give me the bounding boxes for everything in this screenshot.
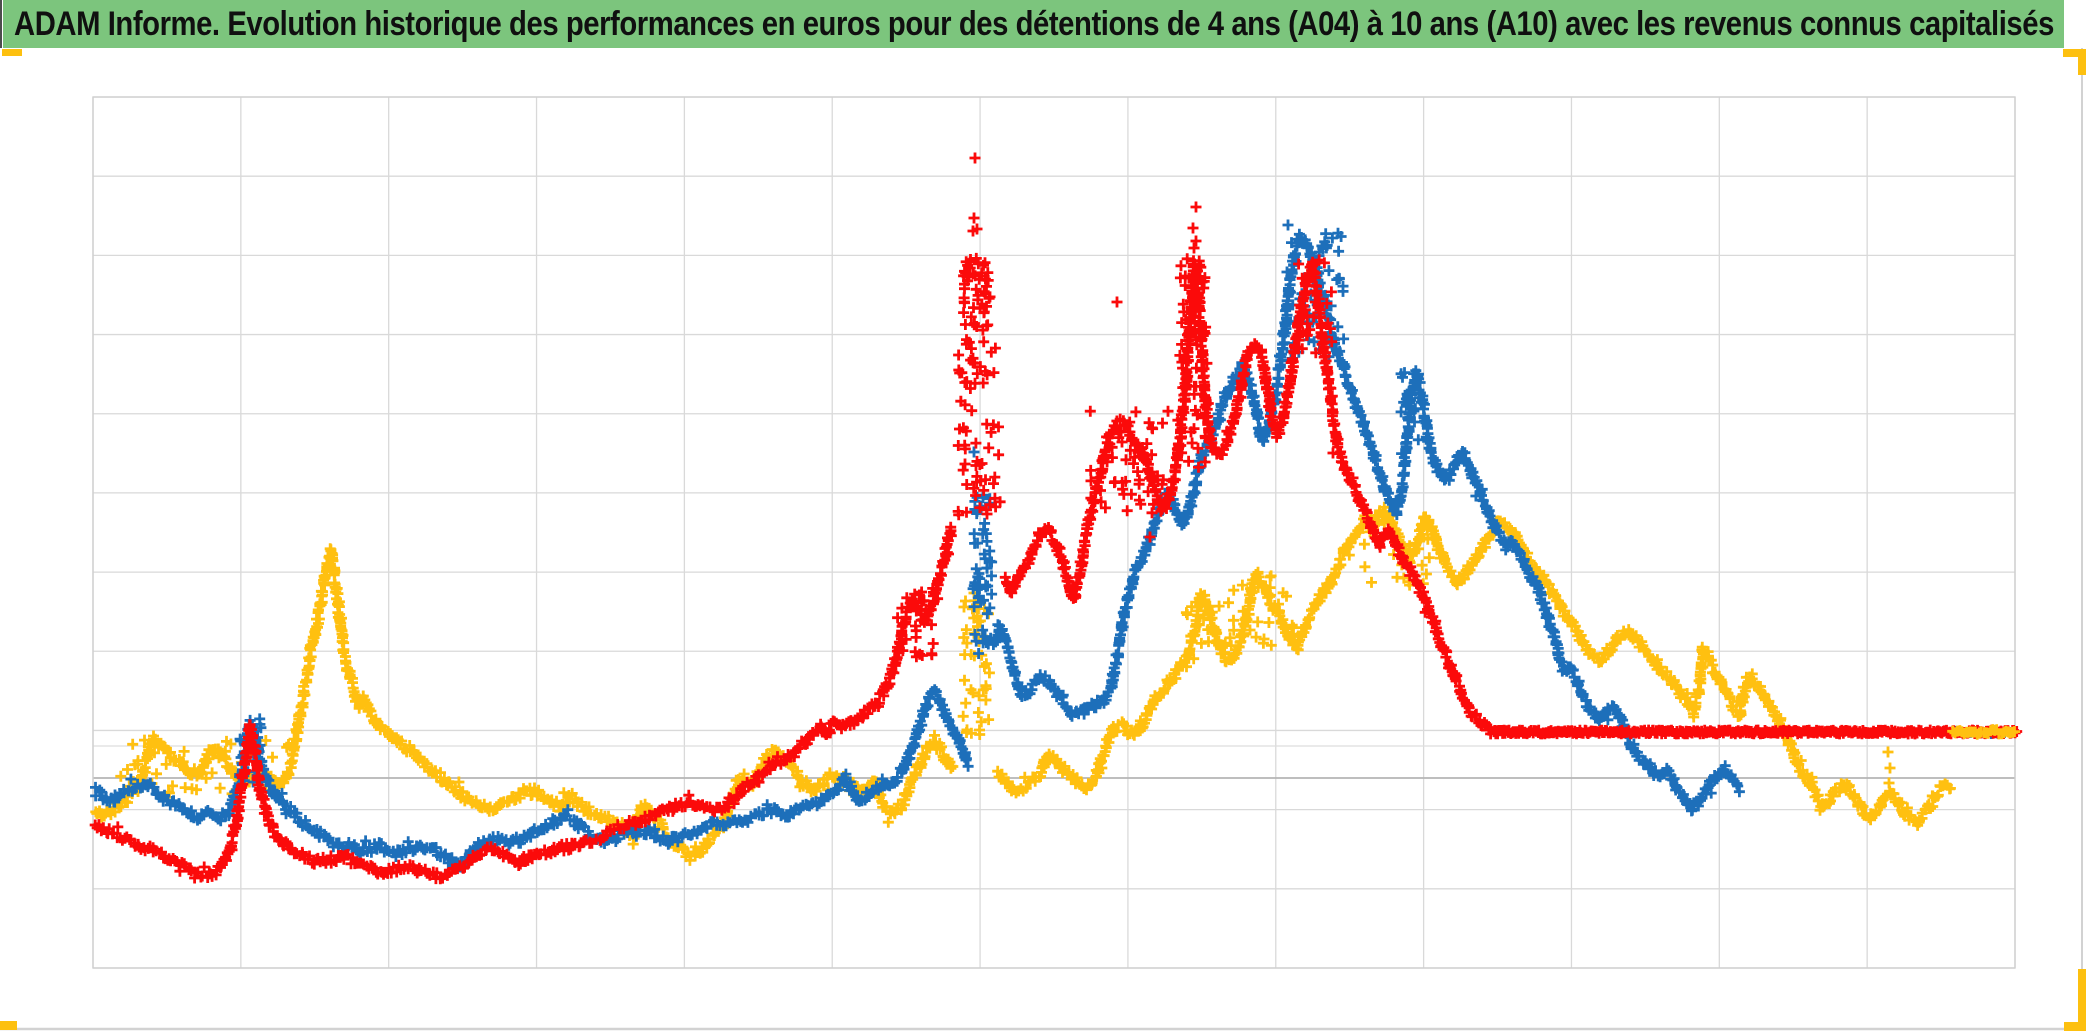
title-bar: ADAM Informe. Evolution historique des p…: [3, 0, 2064, 48]
blue-plus-series-markers: [90, 219, 2018, 873]
corner-accent-bottom-left: [0, 1021, 17, 1030]
yellow-plus-series-markers: [90, 501, 1956, 866]
corner-accent-top-right-h: [2063, 49, 2086, 57]
corner-accent-bottom-right-v: [2078, 969, 2086, 1031]
chart-frame: [0, 48, 2086, 1031]
plot-area-border: [92, 96, 2016, 969]
blue-plus-series: [90, 219, 2018, 873]
corner-accent-bottom-right-h: [2064, 1022, 2086, 1031]
red-plus-series-markers: [89, 152, 2023, 885]
title-left-edge: [0, 0, 2, 48]
corner-accent-top-right-v: [2078, 49, 2086, 75]
yellow-plus-series: [90, 501, 1956, 866]
yellow-plus-series-overlay-markers: [1882, 724, 2020, 789]
yellow-plus-series-overlay: [1882, 724, 2020, 789]
red-plus-series: [89, 152, 2023, 885]
corner-accent-top-left: [2, 49, 22, 56]
page-title: ADAM Informe. Evolution historique des p…: [13, 4, 2054, 43]
